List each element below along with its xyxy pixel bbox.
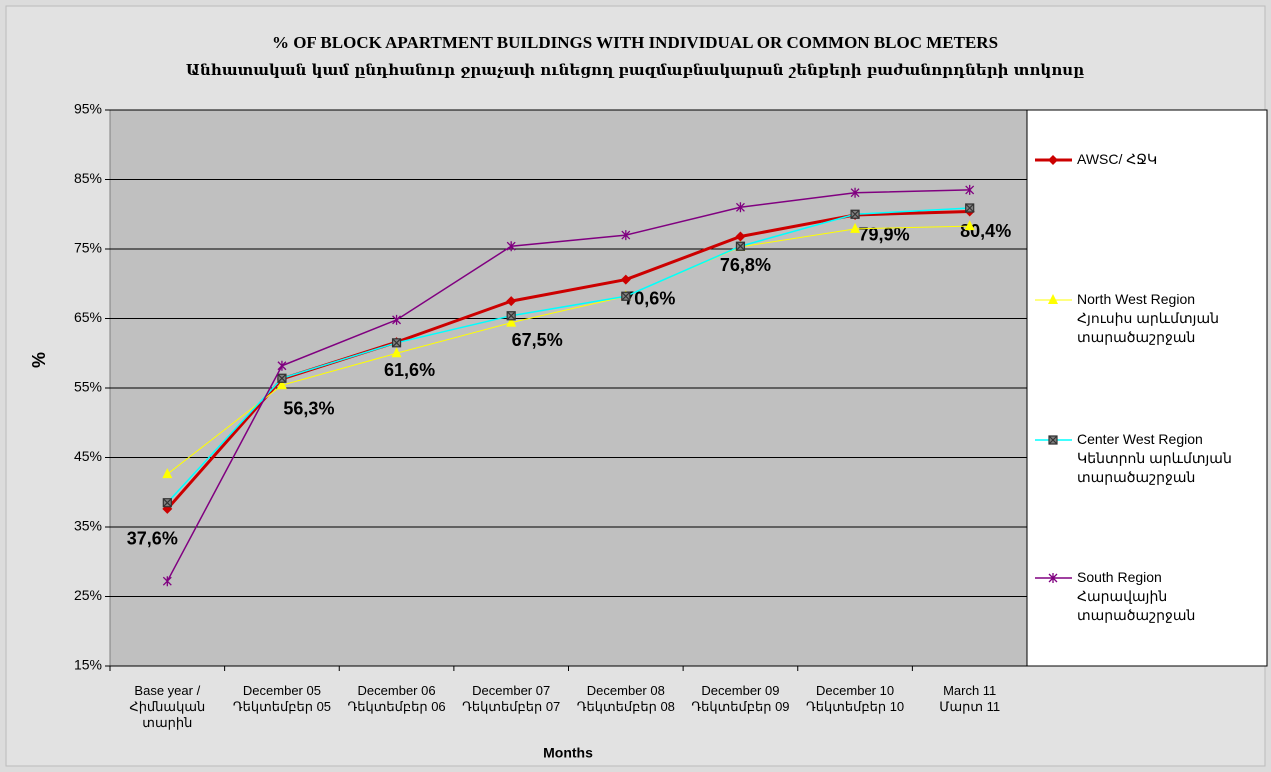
marker	[964, 220, 975, 231]
marker	[965, 203, 975, 213]
chart-subtitle: Անհատական կամ ընդհանուր ջրաչափ ունեցող բ…	[186, 61, 1084, 79]
legend-entry: North West Region Հյուսիս արևմտյան տարած…	[1077, 291, 1219, 345]
marker	[392, 314, 402, 325]
marker	[506, 311, 516, 321]
y-tick-label: 25%	[74, 587, 102, 603]
marker	[965, 184, 975, 195]
marker	[1048, 573, 1058, 583]
marker	[391, 338, 402, 348]
marker	[277, 373, 287, 383]
series-line	[166, 207, 970, 504]
series-line	[166, 189, 970, 582]
data-label: 70,6%	[624, 288, 675, 308]
x-tick-label: December 09 Դեկտեմբեր 09	[691, 683, 790, 714]
x-axis-label: Months	[543, 745, 593, 761]
legend-entry: South Region Հարավային տարածաշրջան	[1077, 569, 1196, 623]
x-tick-label: December 07 Դեկտեմբեր 07	[462, 683, 561, 714]
y-tick-label: 65%	[74, 309, 102, 325]
y-tick-label: 95%	[74, 101, 102, 117]
x-tick-label: Base year / Հիմնական տարին	[129, 683, 206, 730]
marker	[506, 296, 517, 307]
marker	[621, 230, 631, 241]
marker	[620, 274, 631, 285]
marker	[506, 316, 517, 327]
x-tick-label: December 05 Դեկտեմբեր 05	[232, 683, 332, 714]
y-tick-label: 55%	[74, 379, 102, 395]
marker	[850, 222, 861, 233]
data-label: 80,4%	[960, 221, 1011, 241]
data-label: 79,9%	[859, 225, 910, 245]
x-tick-label: December 06 Դեկտեմբեր 06	[347, 683, 446, 714]
marker	[850, 209, 860, 219]
x-tick-label: March 11 Մարտ 11	[939, 683, 1001, 714]
marker	[621, 291, 631, 301]
marker	[735, 231, 746, 242]
marker	[850, 187, 860, 198]
data-label: 67,5%	[512, 330, 563, 350]
data-label: 37,6%	[127, 529, 178, 549]
marker	[391, 347, 402, 358]
chart-title: % OF BLOCK APARTMENT BUILDINGS WITH INDI…	[272, 33, 998, 52]
marker	[1048, 435, 1058, 445]
y-tick-label: 45%	[74, 448, 102, 464]
marker	[162, 576, 172, 587]
x-tick-label: December 10 Դեկտեմբեր 10	[805, 683, 905, 714]
marker	[1048, 155, 1058, 165]
y-axis-label: %	[29, 352, 49, 368]
data-label: 61,6%	[384, 360, 435, 380]
marker	[276, 379, 287, 390]
marker	[506, 241, 516, 252]
data-label: 56,3%	[283, 399, 334, 419]
marker	[162, 468, 173, 479]
marker	[735, 241, 746, 251]
marker	[735, 202, 745, 213]
legend-box	[1026, 109, 1268, 667]
legend-entry: AWSC/ ՀՋԿ	[1077, 151, 1158, 167]
series-line	[167, 225, 970, 475]
legend-entry: Center West Region Կենտրոն արևմտյան տարա…	[1077, 431, 1232, 485]
x-tick-label: December 08 Դեկտեմբեր 08	[576, 683, 675, 714]
marker	[162, 498, 172, 508]
marker	[1048, 294, 1058, 304]
marker	[277, 360, 287, 371]
y-tick-label: 75%	[74, 240, 102, 256]
y-tick-label: 35%	[74, 518, 102, 534]
y-tick-label: 85%	[74, 170, 102, 186]
y-tick-label: 15%	[74, 657, 102, 673]
data-label: 76,8%	[720, 255, 771, 275]
